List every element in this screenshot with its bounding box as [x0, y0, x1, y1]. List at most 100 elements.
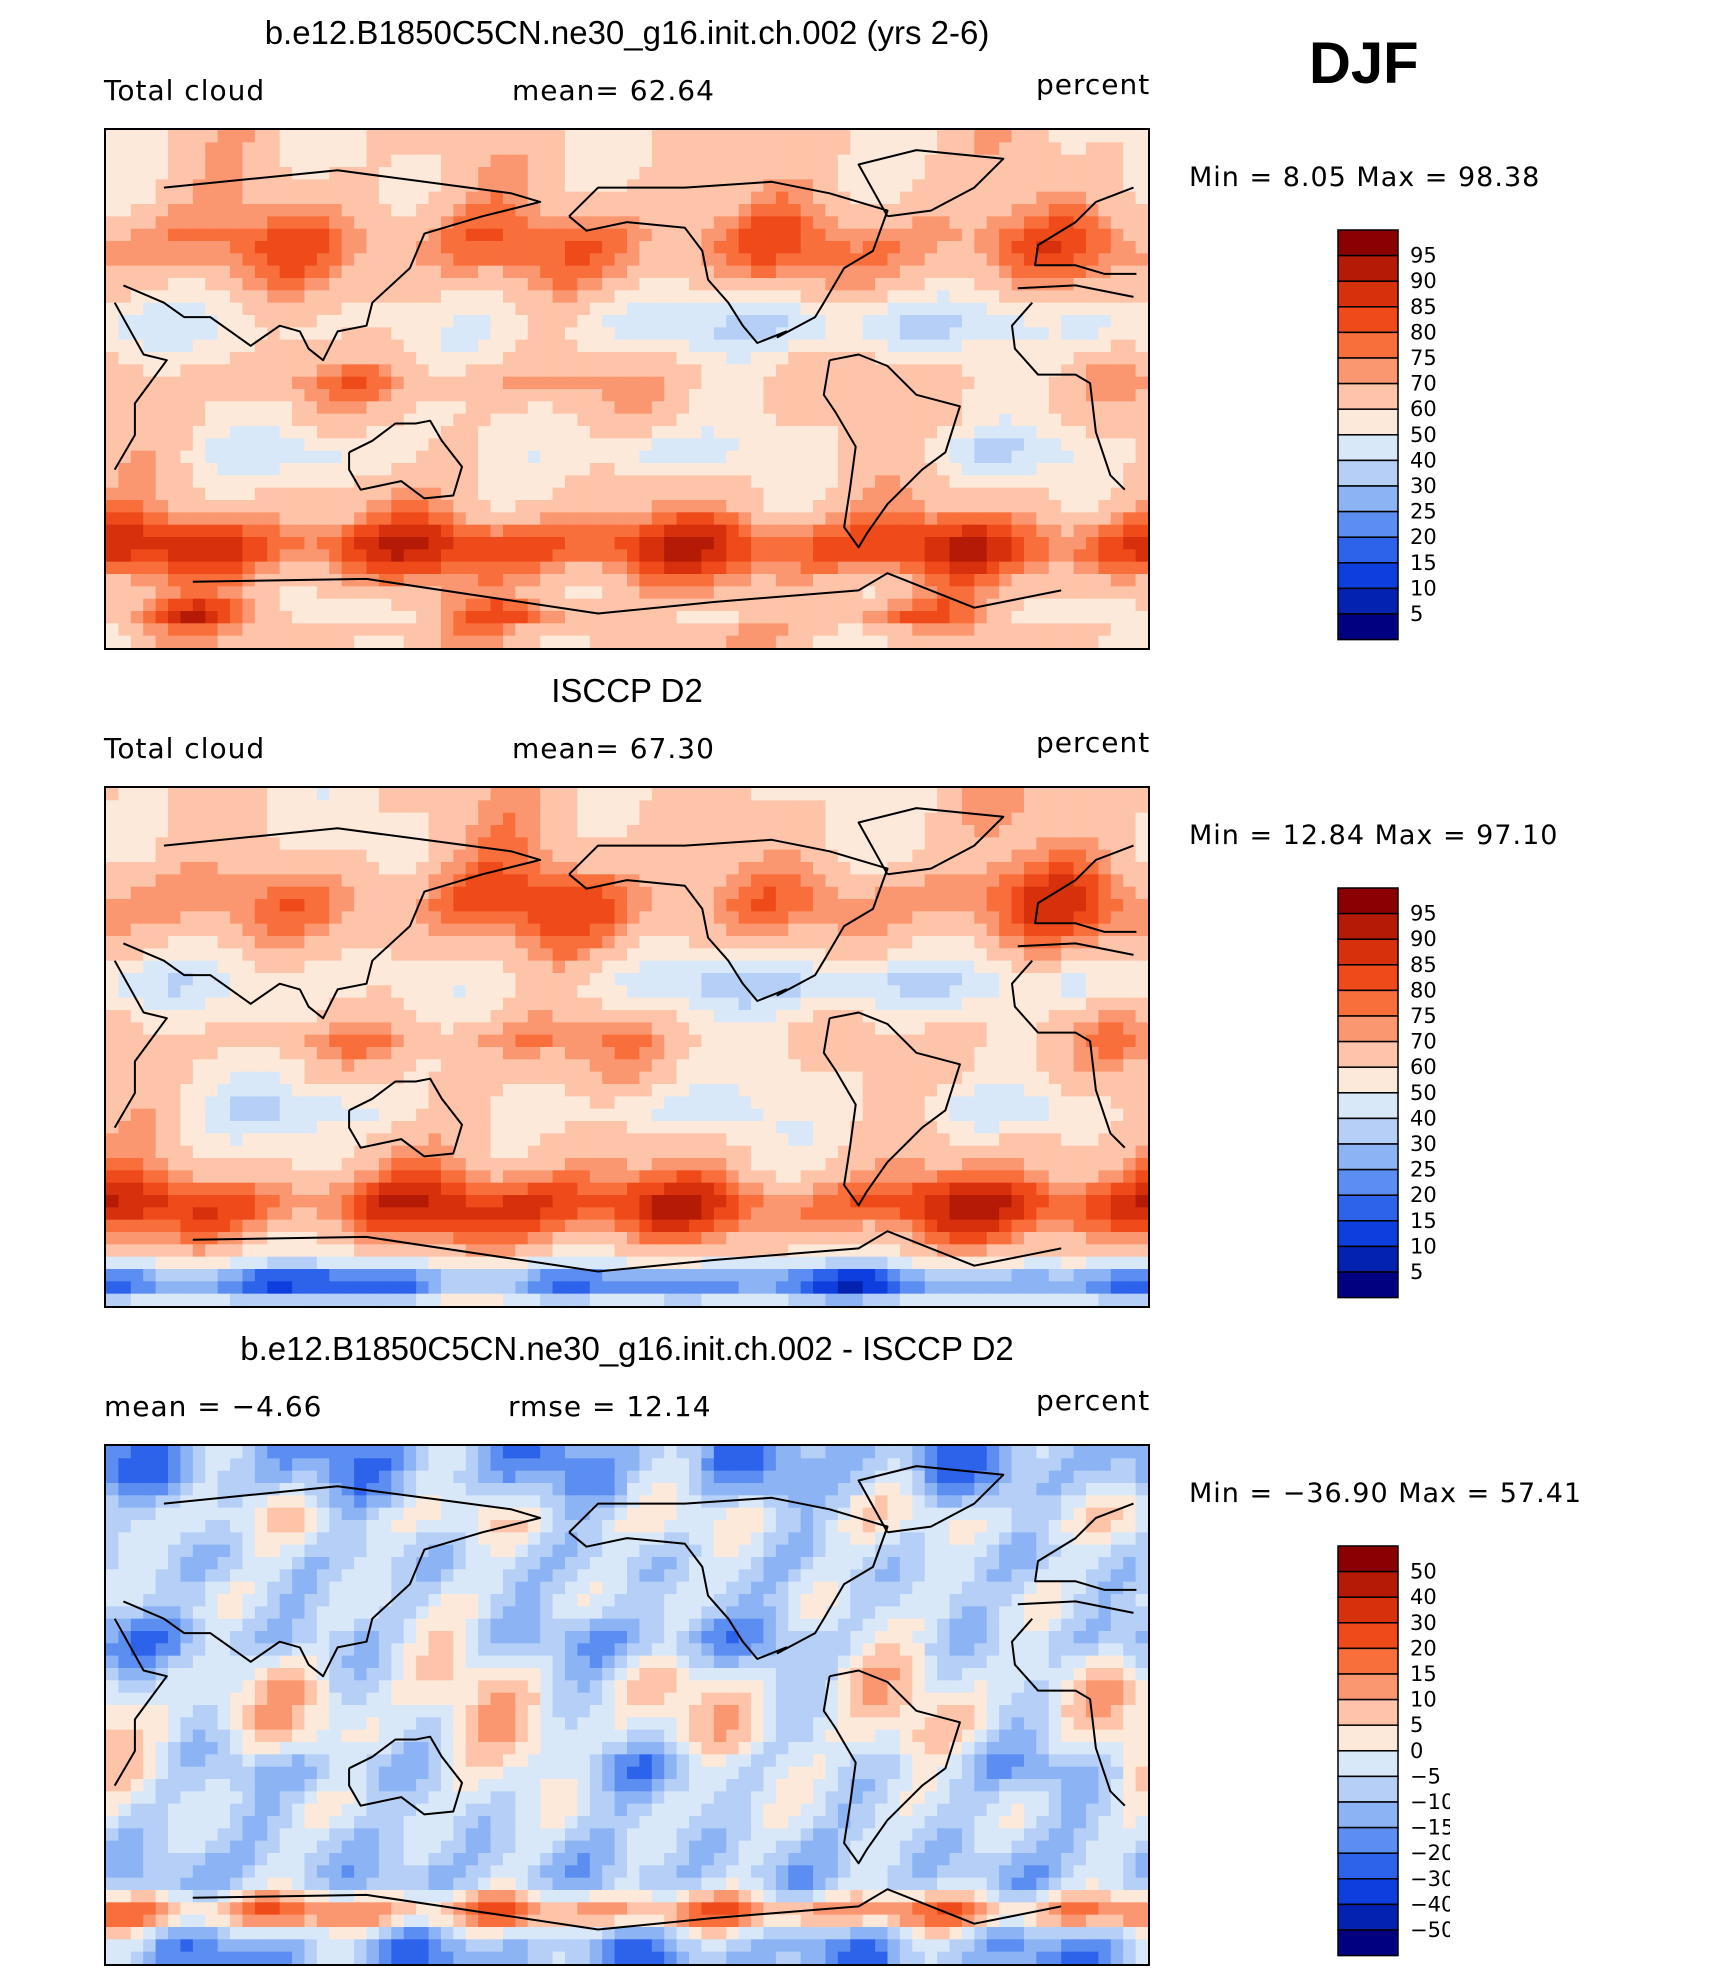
map-cell	[118, 574, 132, 587]
map-cell	[168, 862, 182, 875]
map-cell	[1085, 561, 1099, 575]
map-cell	[763, 598, 777, 612]
map-cell	[304, 179, 318, 193]
map-cell	[627, 228, 640, 242]
map-cell	[999, 475, 1013, 489]
map-cell	[267, 948, 281, 962]
map-cell	[254, 204, 268, 217]
map-cell	[106, 142, 119, 156]
map-cell	[614, 812, 628, 826]
map-cell	[1011, 561, 1025, 575]
map-cell	[502, 574, 516, 587]
map-cell	[961, 315, 975, 328]
map-cell	[800, 278, 814, 291]
map-cell	[751, 265, 765, 279]
map-cell	[924, 426, 938, 439]
map-cell	[1011, 923, 1025, 937]
map-cell	[453, 413, 467, 427]
map-cell	[1011, 142, 1025, 156]
map-cell	[899, 191, 913, 205]
map-cell	[155, 167, 169, 180]
map-cell	[701, 302, 715, 316]
map-cell	[738, 154, 752, 168]
map-cell	[875, 167, 889, 180]
map-cell	[1048, 241, 1062, 254]
map-cell	[453, 923, 467, 937]
map-cell	[899, 936, 913, 949]
map-cell	[155, 825, 169, 838]
map-cell	[118, 426, 132, 439]
map-cell	[478, 899, 492, 912]
map-cell	[106, 389, 119, 402]
map-cell	[316, 376, 330, 390]
map-cell	[651, 364, 665, 378]
map-cell	[279, 549, 293, 563]
map-cell	[168, 290, 182, 304]
map-cell	[304, 923, 318, 937]
map-cell	[490, 142, 504, 156]
map-cell	[751, 130, 765, 143]
map-cell	[751, 167, 765, 180]
map-cell	[168, 561, 182, 575]
map-cell	[751, 315, 765, 328]
map-cell	[478, 886, 492, 900]
map-cell	[316, 586, 330, 600]
map-cell	[428, 376, 442, 390]
map-cell	[329, 788, 343, 801]
map-cell	[515, 265, 529, 279]
map-cell	[106, 812, 119, 826]
map-cell	[961, 413, 975, 427]
map-cell	[428, 635, 442, 648]
map-cell	[366, 487, 380, 501]
map-cell	[912, 463, 926, 476]
map-cell	[875, 524, 889, 538]
map-cell	[453, 191, 467, 205]
map-cell	[639, 800, 653, 814]
map-cell	[143, 524, 157, 538]
colorbar-tick-label: 25	[1410, 500, 1437, 524]
map-cell	[676, 278, 690, 291]
map-cell	[354, 364, 368, 378]
map-cell	[713, 216, 727, 230]
map-cell	[453, 973, 467, 986]
map-cell	[205, 849, 219, 863]
map-cell	[887, 911, 901, 925]
map-cell	[552, 191, 566, 205]
map-cell	[651, 586, 665, 600]
map-cell	[1023, 302, 1037, 316]
map-cell	[1011, 389, 1025, 402]
map-cell	[180, 948, 194, 962]
map-cell	[862, 512, 876, 526]
map-cell	[254, 837, 268, 851]
map-cell	[614, 241, 628, 254]
map-cell	[701, 438, 715, 452]
map-cell	[242, 130, 256, 143]
map-cell	[329, 524, 343, 538]
map-cell	[354, 179, 368, 193]
map-cell	[701, 923, 715, 937]
map-cell	[850, 475, 864, 489]
map-cell	[627, 339, 640, 353]
map-cell	[788, 635, 802, 648]
map-cell	[850, 315, 864, 328]
map-cell	[564, 475, 578, 489]
map-cell	[205, 948, 219, 962]
map-cell	[155, 413, 169, 427]
map-cell	[689, 537, 703, 550]
map-cell	[391, 302, 405, 316]
map-cell	[465, 849, 479, 863]
map-cell	[304, 862, 318, 875]
map-cell	[552, 228, 566, 242]
map-cell	[1011, 598, 1025, 612]
map-cell	[106, 130, 119, 143]
map-cell	[1123, 512, 1137, 526]
map-cell	[1098, 241, 1112, 254]
map-cell	[986, 191, 1000, 205]
map-cell	[106, 500, 119, 513]
map-cell	[217, 191, 231, 205]
map-cell	[1098, 401, 1112, 415]
map-cell	[155, 463, 169, 476]
map-cell	[788, 302, 802, 316]
map-cell	[639, 315, 653, 328]
map-cell	[279, 389, 293, 402]
